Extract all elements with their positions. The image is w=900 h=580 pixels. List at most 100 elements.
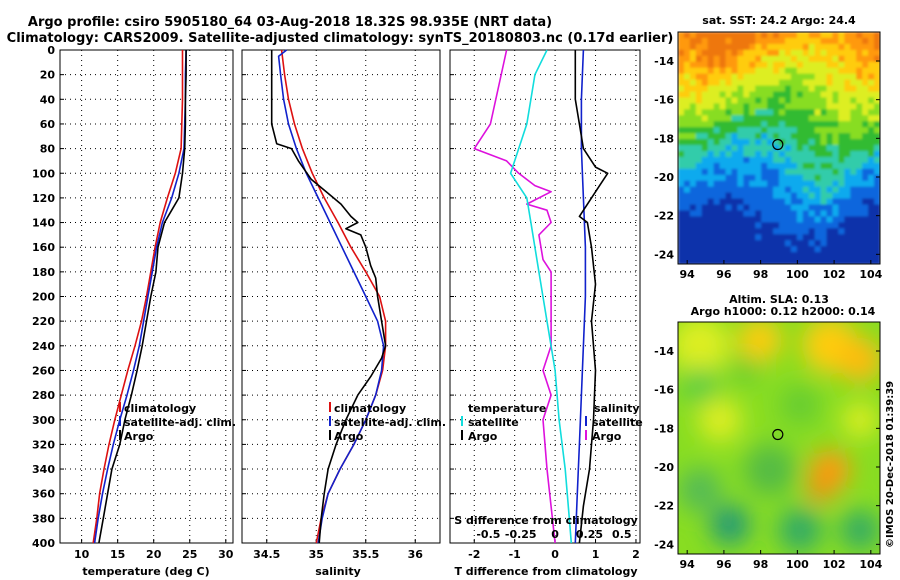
sst-cell	[808, 97, 816, 104]
sst-cell	[856, 55, 863, 63]
sst-cell	[868, 246, 875, 253]
sst-cell	[695, 109, 703, 116]
sst-cell	[838, 252, 845, 259]
sst-cell	[832, 168, 840, 176]
sst-cell	[856, 37, 863, 45]
sst-cell	[713, 246, 721, 253]
sla-lon-tick-label-104: 104	[859, 558, 882, 571]
sst-cell	[755, 115, 762, 122]
credit-text: ©IMOS 20-Dec-2018 01:39:39	[885, 381, 896, 548]
sst-cell	[761, 222, 768, 229]
sst-cell	[731, 97, 739, 104]
sst-cell	[749, 210, 756, 218]
sst-cell	[767, 210, 774, 218]
sst-cell	[678, 145, 685, 152]
sst-cell	[796, 222, 804, 229]
sst-cell	[678, 186, 685, 194]
sst-cell	[850, 180, 857, 188]
sst-cell	[814, 222, 822, 229]
sst-cell	[784, 228, 792, 235]
sst-cell	[868, 252, 875, 259]
sst-cell	[725, 127, 733, 134]
sst-cell	[773, 222, 780, 229]
sst-cell	[874, 186, 880, 194]
sst-cell	[683, 43, 691, 51]
diff-legend-t-satellite: satellite	[468, 416, 519, 429]
sst-cell	[779, 127, 786, 134]
sst-cell	[838, 192, 845, 200]
sst-cell	[838, 55, 845, 63]
sst-cell	[850, 97, 857, 104]
sst-cell	[784, 252, 792, 259]
sdiff-xtick-label-0: -0.5	[476, 528, 500, 541]
sst-cell	[755, 79, 762, 87]
difference-plot-frame	[449, 49, 641, 544]
sst-cell	[767, 246, 774, 253]
sst-cell	[767, 162, 774, 170]
sst-cell	[790, 228, 798, 235]
sst-cell	[767, 216, 774, 223]
sst-cell	[678, 228, 685, 235]
sst-cell	[707, 79, 715, 87]
sst-cell	[719, 156, 727, 164]
sst-cell	[796, 109, 804, 116]
sst-cell	[802, 258, 810, 264]
sst-cell	[761, 228, 768, 235]
sst-cell	[749, 85, 756, 93]
sst-cell	[773, 156, 780, 164]
sst-cell	[844, 139, 851, 146]
sst-cell	[838, 145, 845, 152]
sst-cell	[719, 127, 727, 134]
sst-cell	[737, 91, 744, 99]
sst-cell	[784, 162, 792, 170]
sst-cell	[820, 145, 828, 152]
sst-cell	[749, 168, 756, 176]
sst-cell	[731, 198, 739, 206]
sst-cell	[731, 186, 739, 194]
sst-cell	[838, 37, 845, 45]
depth-ytick-label-20: 20	[40, 69, 56, 82]
sst-cell	[701, 127, 709, 134]
sst-cell	[767, 127, 774, 134]
sst-cell	[850, 61, 857, 69]
sst-cell	[784, 103, 792, 110]
sst-cell	[802, 180, 810, 188]
sst-cell	[773, 115, 780, 122]
sst-cell	[802, 145, 810, 152]
sst-cell	[743, 174, 750, 182]
sst-cell	[808, 67, 816, 75]
sst-cell	[743, 240, 750, 247]
sst-cell	[761, 234, 768, 241]
sst-cell	[862, 234, 869, 241]
sst-cell	[767, 43, 774, 51]
sst-cell	[695, 145, 703, 152]
sst-cell	[719, 228, 727, 235]
sst-cell	[832, 210, 840, 218]
sla-anomaly-blob-13	[682, 367, 718, 403]
sst-cell	[689, 67, 697, 75]
sst-cell	[790, 246, 798, 253]
sst-cell	[701, 109, 709, 116]
sst-cell	[862, 252, 869, 259]
sst-cell	[773, 133, 780, 140]
depth-ytick-label-260: 260	[32, 364, 55, 377]
sst-cell	[683, 55, 691, 63]
sst-cell	[790, 127, 798, 134]
sst-cell	[790, 55, 798, 63]
sst-cell	[767, 109, 774, 116]
sst-cell	[761, 85, 768, 93]
sst-cell	[695, 210, 703, 218]
sst-cell	[773, 139, 780, 146]
sst-cell	[719, 258, 727, 264]
sst-cell	[731, 121, 739, 128]
sst-cell	[802, 79, 810, 87]
salinity-legend: climatology satellite-adj. clim. Argo	[329, 402, 446, 443]
sst-cell	[725, 228, 733, 235]
sst-cell	[743, 61, 750, 69]
sst-cell	[802, 198, 810, 206]
sst-cell	[802, 127, 810, 134]
sst-cell	[707, 174, 715, 182]
sst-cell	[737, 55, 744, 63]
sst-cell	[802, 156, 810, 164]
sst-cell	[773, 228, 780, 235]
